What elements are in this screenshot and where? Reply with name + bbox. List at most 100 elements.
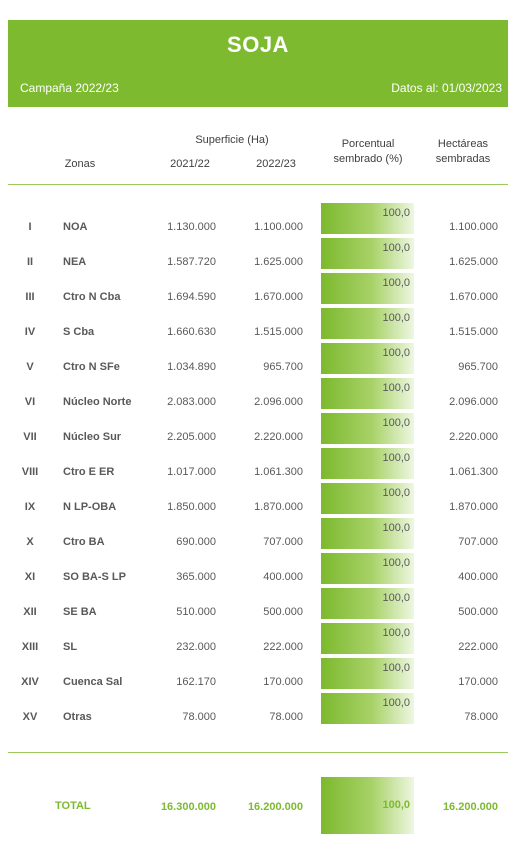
hectareas-value: 965.700 xyxy=(458,361,498,373)
total-label: TOTAL xyxy=(55,800,91,812)
percent-value: 100,0 xyxy=(382,592,410,604)
hectareas-value: 400.000 xyxy=(458,571,498,583)
value-2022-23: 2.220.000 xyxy=(254,431,303,443)
value-2021-22: 1.694.590 xyxy=(167,291,216,303)
value-2022-23: 1.515.000 xyxy=(254,326,303,338)
value-2022-23: 78.000 xyxy=(269,711,303,723)
percent-value: 100,0 xyxy=(382,452,410,464)
hectareas-value: 170.000 xyxy=(458,676,498,688)
percent-bar: 100,0 xyxy=(321,693,414,724)
zone-name: SO BA-S LP xyxy=(63,571,126,583)
zone-number: XV xyxy=(22,711,38,723)
value-2022-23: 2.096.000 xyxy=(254,396,303,408)
zone-name: NEA xyxy=(63,256,87,268)
zone-number: II xyxy=(26,256,34,268)
hectareas-value: 707.000 xyxy=(458,536,498,548)
zone-number: XII xyxy=(23,606,37,618)
value-2022-23: 1.100.000 xyxy=(254,221,303,233)
data-date-label: Datos al: 01/03/2023 xyxy=(391,81,502,95)
zone-name: N LP-OBA xyxy=(63,501,117,513)
hectareas-value: 2.220.000 xyxy=(449,431,498,443)
hectareas-value: 1.625.000 xyxy=(449,256,498,268)
total-hectareas: 16.200.000 xyxy=(442,801,498,813)
hectareas-value: 78.000 xyxy=(464,711,498,723)
hectareas-value: 1.061.300 xyxy=(449,466,498,478)
value-2021-22: 1.130.000 xyxy=(167,221,216,233)
zone-number: XIV xyxy=(21,676,39,688)
zone-name: Ctro N SFe xyxy=(63,361,120,373)
percent-bar: 100,0 xyxy=(321,203,414,234)
zone-name: S Cba xyxy=(63,326,95,338)
total-percent-bar: 100,0 xyxy=(321,777,414,834)
value-2021-22: 1.850.000 xyxy=(167,501,216,513)
value-2021-22: 690.000 xyxy=(176,536,216,548)
zone-number: IX xyxy=(24,501,36,513)
header-hectareas-line2: sembradas xyxy=(435,153,491,165)
value-2022-23: 965.700 xyxy=(263,361,303,373)
value-2022-23: 1.870.000 xyxy=(254,501,303,513)
total-2021-22: 16.300.000 xyxy=(160,801,216,813)
percent-value: 100,0 xyxy=(382,347,410,359)
value-2022-23: 222.000 xyxy=(263,641,303,653)
total-percent-value: 100,0 xyxy=(382,799,410,811)
value-2022-23: 1.625.000 xyxy=(254,256,303,268)
percent-value: 100,0 xyxy=(382,242,410,254)
zone-name: Núcleo Sur xyxy=(63,431,122,443)
percent-bar: 100,0 xyxy=(321,483,414,514)
header-hectareas-line1: Hectáreas xyxy=(437,138,489,150)
hectareas-value: 1.100.000 xyxy=(449,221,498,233)
percent-bar: 100,0 xyxy=(321,378,414,409)
zone-number: VIII xyxy=(21,466,39,478)
percent-value: 100,0 xyxy=(382,487,410,499)
header-superficie: Superficie (Ha) xyxy=(195,134,269,146)
zone-number: X xyxy=(26,536,34,548)
hectareas-value: 222.000 xyxy=(458,641,498,653)
value-2021-22: 2.083.000 xyxy=(167,396,216,408)
hectareas-value: 1.670.000 xyxy=(449,291,498,303)
percent-value: 100,0 xyxy=(382,207,410,219)
value-2022-23: 500.000 xyxy=(263,606,303,618)
percent-bar: 100,0 xyxy=(321,308,414,339)
header-porcentual: Porcentual sembrado (%) xyxy=(322,137,414,167)
percent-value: 100,0 xyxy=(382,277,410,289)
percent-bar: 100,0 xyxy=(321,238,414,269)
value-2021-22: 510.000 xyxy=(176,606,216,618)
hectareas-value: 1.870.000 xyxy=(449,501,498,513)
header-year-2021-22: 2021/22 xyxy=(170,158,210,170)
hectareas-value: 2.096.000 xyxy=(449,396,498,408)
value-2021-22: 232.000 xyxy=(176,641,216,653)
zone-name: Núcleo Norte xyxy=(63,396,132,408)
percent-bar: 100,0 xyxy=(321,588,414,619)
zone-number: IV xyxy=(24,326,36,338)
zone-number: XIII xyxy=(21,641,39,653)
header-divider xyxy=(8,184,508,185)
percent-bar: 100,0 xyxy=(321,623,414,654)
zone-name: Cuenca Sal xyxy=(63,676,123,688)
value-2022-23: 1.670.000 xyxy=(254,291,303,303)
hectareas-value: 500.000 xyxy=(458,606,498,618)
zone-number: III xyxy=(25,291,35,303)
percent-value: 100,0 xyxy=(382,697,410,709)
percent-value: 100,0 xyxy=(382,382,410,394)
total-2022-23: 16.200.000 xyxy=(247,801,303,813)
percent-value: 100,0 xyxy=(382,627,410,639)
zone-name: Ctro BA xyxy=(63,536,105,548)
header-year-2022-23: 2022/23 xyxy=(256,158,296,170)
percent-value: 100,0 xyxy=(382,662,410,674)
zone-name: SE BA xyxy=(63,606,97,618)
percent-bar: 100,0 xyxy=(321,273,414,304)
value-2021-22: 1.587.720 xyxy=(167,256,216,268)
value-2021-22: 2.205.000 xyxy=(167,431,216,443)
header-porcentual-line2: sembrado (%) xyxy=(333,153,403,165)
header-porcentual-line1: Porcentual xyxy=(341,138,395,150)
percent-bar: 100,0 xyxy=(321,518,414,549)
zone-number: XI xyxy=(24,571,36,583)
percent-value: 100,0 xyxy=(382,522,410,534)
percent-bar: 100,0 xyxy=(321,553,414,584)
hectareas-value: 1.515.000 xyxy=(449,326,498,338)
value-2021-22: 1.660.630 xyxy=(167,326,216,338)
percent-value: 100,0 xyxy=(382,417,410,429)
value-2022-23: 707.000 xyxy=(263,536,303,548)
zone-name: Ctro E ER xyxy=(63,466,115,478)
value-2022-23: 170.000 xyxy=(263,676,303,688)
